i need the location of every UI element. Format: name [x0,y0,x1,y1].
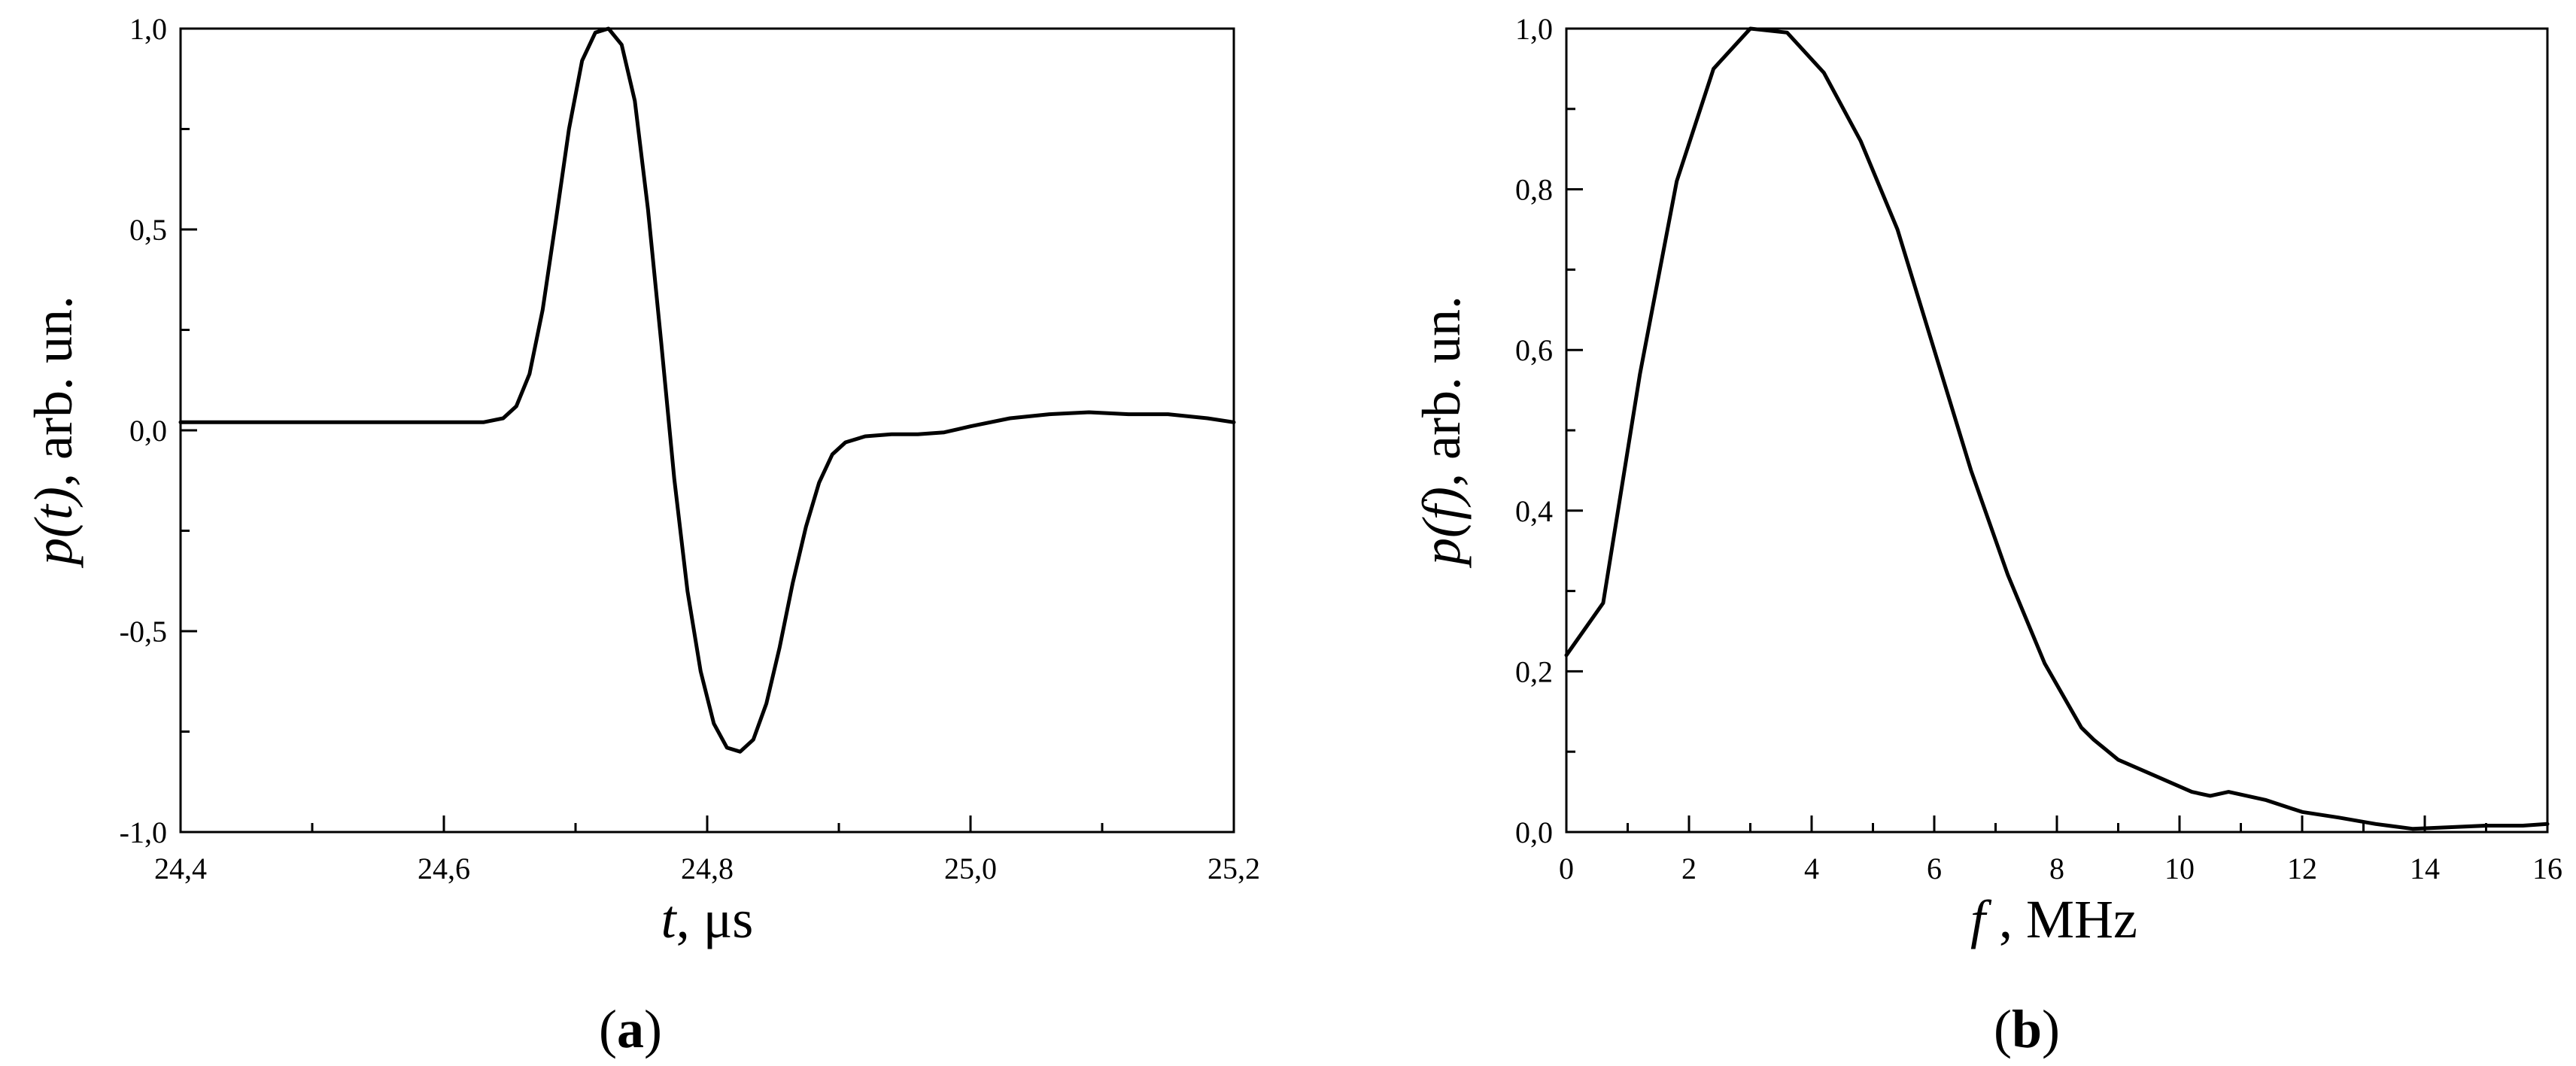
panel-a-series-line [178,26,1236,754]
panel-b-y-axis-title: p(f), arb. un. [1411,296,1472,569]
panel-a-label-letter: a [617,999,644,1059]
y-tick-label: -1,0 [120,815,167,849]
panel-a-x-var: t [661,889,678,949]
panel-b-y-var: p(f) [1411,487,1472,569]
x-tick-label: 24,6 [418,852,470,885]
panel-b-ticks [1565,27,2549,834]
panel-a-tick-labels: 24,4 24,6 24,8 25,0 25,2 -1,0 -0,5 0,0 0,5 1,0 [120,12,1260,885]
y-tick-label: 0,0 [129,414,167,448]
panel-a-y-unit: , arb. un. [23,296,84,487]
panel-b-y-unit: , arb. un. [1411,296,1472,487]
panel-a-ticks [179,27,1235,834]
y-tick-label: -0,5 [120,615,167,648]
panel-a-label: (a) [599,999,662,1059]
y-tick-label: 0,6 [1515,333,1553,367]
x-tick-label: 14 [2410,852,2440,885]
panel-b-label: (b) [1994,999,2060,1059]
x-tick-label: 25,2 [1208,852,1260,885]
x-tick-label: 24,4 [154,852,207,885]
panel-a-y-var: p(t) [23,487,84,569]
x-tick-label: 25,0 [944,852,997,885]
x-tick-label: 12 [2287,852,2317,885]
x-tick-label: 24,8 [681,852,734,885]
x-tick-label: 4 [1804,852,1819,885]
panel-b-frame [1565,27,2549,834]
x-tick-label: 6 [1927,852,1942,885]
panel-b-series-line [1564,26,2550,831]
panel-b-x-axis-title: f , MHz [1970,889,2137,949]
panel-b-label-close: ) [2042,999,2060,1059]
panel-b-x-unit: , MHz [1985,889,2137,949]
y-tick-label: 0,0 [1515,815,1553,849]
panel-b: 0 2 4 6 8 10 12 14 160,00,20,40,60,81,0 f , MHz … [1411,12,2562,1059]
x-tick-label: 2 [1681,852,1697,885]
panel-a: 24,4 24,6 24,8 25,0 25,2 -1,0 -0,5 0,0 0,5 1,0 t,… [23,12,1260,1059]
x-tick-label: 10 [2164,852,2195,885]
panel-a-label-close: ) [644,999,662,1059]
y-tick-label: 1,0 [129,12,167,46]
panel-b-tick-labels: 0 2 4 6 8 10 12 14 16 0,0 0,2 0,4 0,6 0,8 1,0 [1515,12,2562,885]
panel-a-label-open: ( [599,999,617,1059]
panel-b-label-open: ( [1994,999,2012,1059]
y-tick-label: 0,4 [1515,494,1553,528]
y-tick-label: 0,8 [1515,173,1553,207]
panel-b-label-letter: b [2012,999,2042,1059]
y-tick-label: 1,0 [1515,12,1553,46]
x-tick-label: 0 [1559,852,1574,885]
x-tick-label: 8 [2049,852,2064,885]
panel-a-x-axis-title: t, μs [661,889,754,949]
y-tick-label: 0,5 [129,213,167,247]
y-tick-label: 0,2 [1515,654,1553,688]
panel-a-y-axis-title: p(t), arb. un. [23,296,84,569]
x-tick-label: 16 [2532,852,2562,885]
panel-a-x-unit: , μs [676,889,754,949]
panel-a-frame [179,27,1235,834]
